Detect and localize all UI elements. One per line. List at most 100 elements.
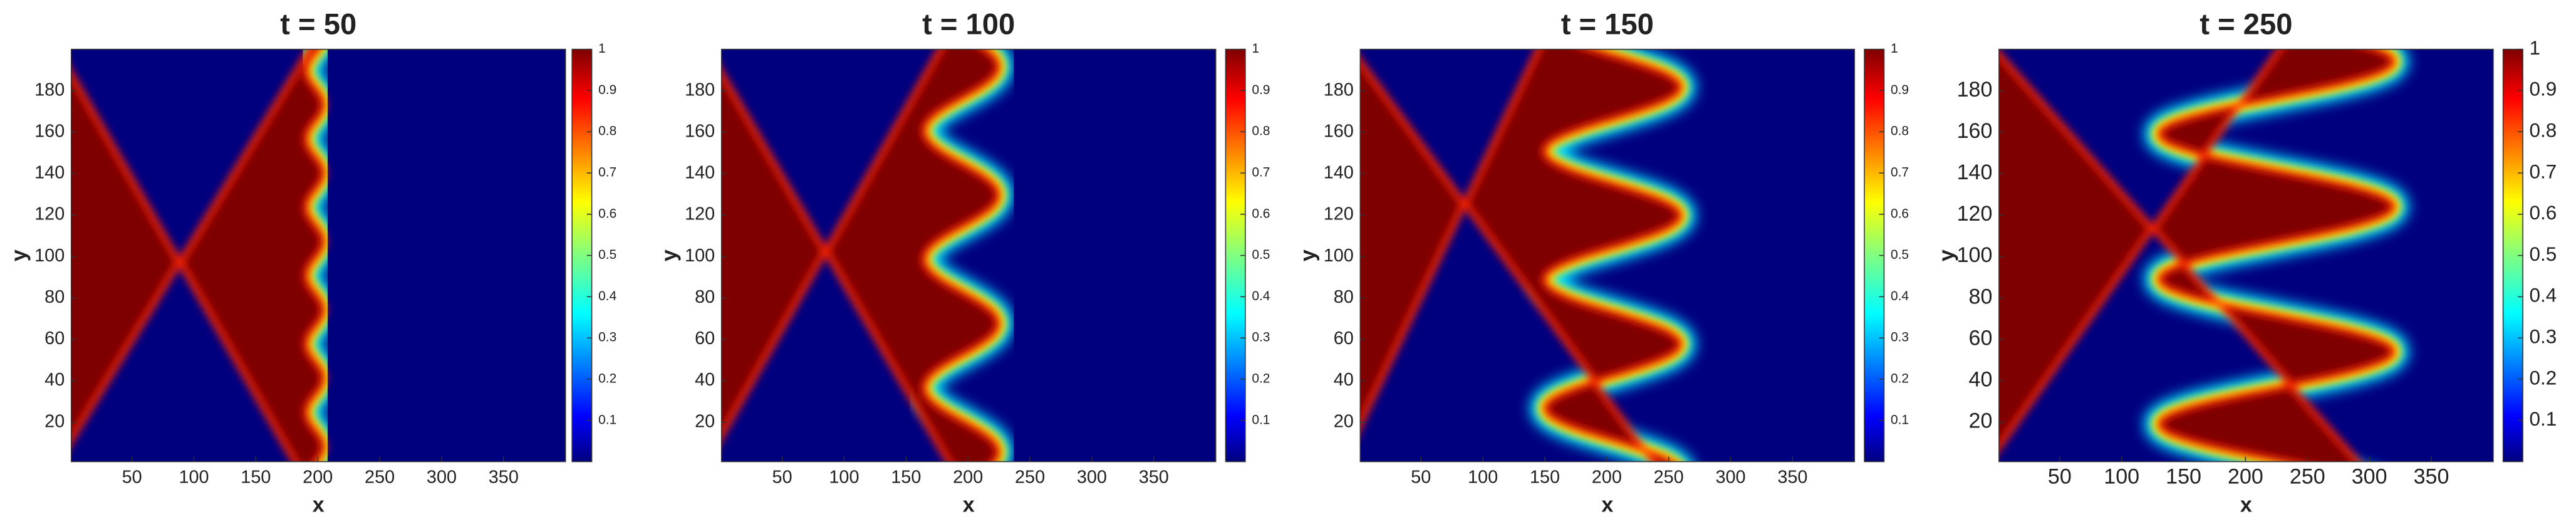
x-tick-label: 200 <box>1592 467 1622 487</box>
plot-frame <box>1998 48 2494 463</box>
x-tick-label: 250 <box>2290 465 2325 489</box>
x-tick-label: 100 <box>829 467 859 487</box>
y-tick-label: 40 <box>1334 370 1354 390</box>
x-tick-label: 150 <box>891 467 921 487</box>
panel: 50 100 150 200 250 300 350 20 40 60 80 100 120 140 160… <box>1296 7 1909 516</box>
x-tick-label: 250 <box>365 467 395 487</box>
y-tick-label: 120 <box>685 204 715 224</box>
colorbar-tick-label: 0.6 <box>1252 206 1270 221</box>
chart-title: t = 50 <box>280 7 356 40</box>
y-tick-label: 80 <box>1969 285 1993 308</box>
x-tick-label: 50 <box>122 467 142 487</box>
panel: 50 100 150 200 250 300 350 20 40 60 80 100 120 140 160… <box>1935 7 2557 516</box>
panel: 50 100 150 200 250 300 350 20 40 60 80 100 120 140 160… <box>657 7 1270 516</box>
colorbar-tick-label: 0.2 <box>1252 371 1270 385</box>
y-tick-label: 120 <box>1957 202 1993 226</box>
y-tick-label: 160 <box>1324 121 1354 141</box>
colorbar-tick-label: 1 <box>598 41 606 56</box>
front-core <box>1360 49 1684 462</box>
y-tick-label: 80 <box>44 287 65 307</box>
y-tick-label: 40 <box>1969 368 1993 392</box>
x-tick-label: 200 <box>953 467 983 487</box>
y-tick-label: 60 <box>1969 326 1993 350</box>
y-tick-label: 40 <box>44 370 65 390</box>
x-tick-label: 350 <box>1777 467 1807 487</box>
colorbar-tick-label: 0.5 <box>1252 248 1270 262</box>
colorbar-tick-label: 0.6 <box>2530 202 2557 224</box>
x-tick-label: 50 <box>2048 465 2072 489</box>
front-core <box>1998 49 2397 462</box>
x-tick-label: 200 <box>303 467 333 487</box>
colorbar-tick-label: 0.7 <box>1252 165 1270 180</box>
colorbar-tick-label: 0.4 <box>1252 289 1270 303</box>
x-tick-label: 150 <box>1530 467 1560 487</box>
y-tick-label: 140 <box>34 163 65 183</box>
colorbar-tick-label: 0.8 <box>598 124 616 139</box>
colorbar-tick-label: 0.4 <box>598 289 616 303</box>
x-tick-label: 350 <box>1139 467 1169 487</box>
y-tick-label: 80 <box>1334 287 1354 307</box>
colorbar-tick-label: 0.7 <box>598 165 616 180</box>
y-tick-label: 180 <box>1324 80 1354 100</box>
y-tick-label: 100 <box>1324 246 1354 266</box>
colorbar-tick-label: 0.7 <box>1891 165 1909 180</box>
y-tick-label: 40 <box>695 370 715 390</box>
x-tick-label: 300 <box>1077 467 1107 487</box>
colorbar-tick-label: 0.2 <box>2530 367 2557 389</box>
x-tick-label: 300 <box>427 467 457 487</box>
colorbar-tick-label: 0.4 <box>2530 285 2557 306</box>
y-tick-label: 140 <box>685 163 715 183</box>
x-axis-label: x <box>963 493 975 516</box>
x-tick-label: 50 <box>1411 467 1431 487</box>
chart-title: t = 100 <box>922 7 1015 40</box>
y-tick-label: 160 <box>685 121 715 141</box>
colorbar-tick-label: 0.1 <box>2530 408 2557 430</box>
plot-frame <box>1359 48 1856 463</box>
x-tick-label: 350 <box>2414 465 2449 489</box>
front-core <box>721 49 1002 462</box>
chart-title: t = 250 <box>2199 7 2292 40</box>
plot-frame <box>720 48 1217 463</box>
y-tick-label: 60 <box>1334 328 1354 348</box>
y-tick-label: 120 <box>34 204 65 224</box>
y-tick-label: 160 <box>1957 119 1993 143</box>
y-tick-label: 60 <box>44 328 65 348</box>
y-tick-label: 180 <box>34 80 65 100</box>
field <box>1998 49 2493 462</box>
field <box>721 49 1216 462</box>
y-tick-label: 60 <box>695 328 715 348</box>
y-axis-label: y <box>1935 249 1959 261</box>
y-tick-label: 100 <box>685 246 715 266</box>
colorbar-tick-label: 0.5 <box>2530 243 2557 265</box>
colorbar-tick-label: 1 <box>2530 37 2540 59</box>
x-tick-label: 300 <box>2352 465 2387 489</box>
colorbar-tick-label: 0.9 <box>2530 78 2557 100</box>
y-tick-label: 160 <box>34 121 65 141</box>
x-tick-label: 250 <box>1654 467 1684 487</box>
x-tick-label: 300 <box>1715 467 1745 487</box>
y-tick-label: 120 <box>1324 204 1354 224</box>
y-axis-label: y <box>7 249 31 261</box>
colorbar-tick-label: 0.4 <box>1891 289 1909 303</box>
x-tick-label: 150 <box>2166 465 2201 489</box>
y-tick-label: 140 <box>1324 163 1354 183</box>
colorbar-tick-label: 0.3 <box>1891 330 1909 345</box>
colorbar-tick-label: 1 <box>1252 41 1259 56</box>
y-tick-label: 20 <box>695 411 715 431</box>
x-tick-label: 100 <box>1468 467 1498 487</box>
y-tick-label: 100 <box>34 246 65 266</box>
front-core <box>71 49 327 462</box>
colorbar-tick-label: 0.2 <box>598 371 616 385</box>
y-axis-label: y <box>1296 249 1320 261</box>
panel: 50 100 150 200 250 300 350 20 40 60 80 100 120 140 160… <box>7 7 616 516</box>
colorbar-tick-label: 0.3 <box>598 330 616 345</box>
y-tick-label: 180 <box>1957 78 1993 102</box>
colorbar-tick-label: 0.8 <box>1891 124 1909 139</box>
x-tick-label: 150 <box>241 467 271 487</box>
plot-frame <box>70 48 566 463</box>
colorbar-tick-label: 0.9 <box>1891 83 1909 97</box>
y-tick-label: 20 <box>1334 411 1354 431</box>
colorbar-tick-label: 0.3 <box>2530 325 2557 347</box>
colorbar-tick-label: 0.3 <box>1252 330 1270 345</box>
